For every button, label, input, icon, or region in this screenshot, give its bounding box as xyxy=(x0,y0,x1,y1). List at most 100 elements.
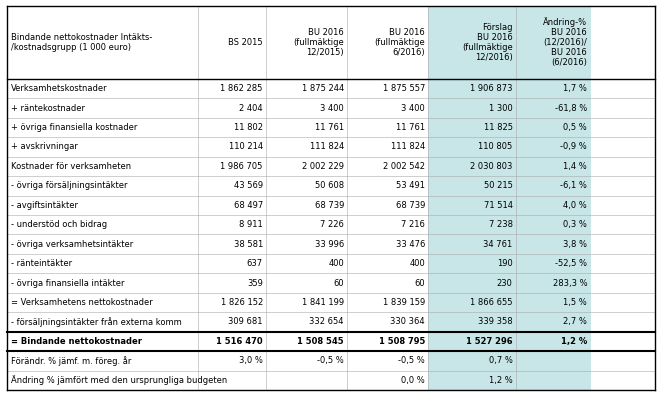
Text: 1 862 285: 1 862 285 xyxy=(220,84,263,93)
Text: Verksamhetskostnader: Verksamhetskostnader xyxy=(11,84,107,93)
Text: - försäljningsintäkter från externa komm: - försäljningsintäkter från externa komm xyxy=(11,317,181,327)
Text: 190: 190 xyxy=(497,259,512,268)
Text: 68 739: 68 739 xyxy=(314,201,344,210)
Text: 1 986 705: 1 986 705 xyxy=(220,162,263,171)
Text: 1,2 %: 1,2 % xyxy=(489,376,512,385)
Text: -61,8 %: -61,8 % xyxy=(555,104,587,113)
Text: BS 2015: BS 2015 xyxy=(228,38,263,47)
Text: 2 002 229: 2 002 229 xyxy=(302,162,344,171)
Text: 50 608: 50 608 xyxy=(315,181,344,190)
Text: 332 654: 332 654 xyxy=(309,318,344,327)
Text: 0,5 %: 0,5 % xyxy=(563,123,587,132)
Text: 7 216: 7 216 xyxy=(401,220,425,229)
Text: - övriga försäljningsintäkter: - övriga försäljningsintäkter xyxy=(11,181,127,190)
Text: 1 839 159: 1 839 159 xyxy=(383,298,425,307)
Text: 4,0 %: 4,0 % xyxy=(563,201,587,210)
Text: 60: 60 xyxy=(414,279,425,288)
Text: 38 581: 38 581 xyxy=(234,240,263,249)
Text: 1,2 %: 1,2 % xyxy=(561,337,587,346)
Text: 0,7 %: 0,7 % xyxy=(489,357,512,365)
Text: 68 739: 68 739 xyxy=(396,201,425,210)
Text: 1 508 545: 1 508 545 xyxy=(297,337,344,346)
Text: - understöd och bidrag: - understöd och bidrag xyxy=(11,220,107,229)
Text: BU 2016
(fullmäktige
6/2016): BU 2016 (fullmäktige 6/2016) xyxy=(374,28,425,57)
Text: 3,0 %: 3,0 % xyxy=(239,357,263,365)
Text: 3 400: 3 400 xyxy=(320,104,344,113)
Text: Ändring-%
BU 2016
(12/2016)/
BU 2016
(6/2016): Ändring-% BU 2016 (12/2016)/ BU 2016 (6/… xyxy=(543,17,587,67)
Text: + avskrivningar: + avskrivningar xyxy=(11,142,77,151)
Text: 1 906 873: 1 906 873 xyxy=(470,84,512,93)
Text: 111 824: 111 824 xyxy=(310,142,344,151)
Text: 1 516 470: 1 516 470 xyxy=(216,337,263,346)
Text: 1 300: 1 300 xyxy=(489,104,512,113)
Text: - ränteintäkter: - ränteintäkter xyxy=(11,259,71,268)
Text: = Bindande nettokostnader: = Bindande nettokostnader xyxy=(11,337,142,346)
Text: 400: 400 xyxy=(409,259,425,268)
Text: 7 238: 7 238 xyxy=(489,220,512,229)
Text: 1 527 296: 1 527 296 xyxy=(466,337,512,346)
Bar xyxy=(516,6,591,390)
Text: 330 364: 330 364 xyxy=(391,318,425,327)
Text: Ändring % jämfört med den ursprungliga budgeten: Ändring % jämfört med den ursprungliga b… xyxy=(11,375,227,385)
Text: 11 761: 11 761 xyxy=(315,123,344,132)
Text: Bindande nettokostnader Intäkts-
/kostnadsgrupp (1 000 euro): Bindande nettokostnader Intäkts- /kostna… xyxy=(11,33,152,52)
Text: Förändr. % jämf. m. föreg. år: Förändr. % jämf. m. föreg. år xyxy=(11,356,131,366)
Text: 11 802: 11 802 xyxy=(234,123,263,132)
Text: -0,9 %: -0,9 % xyxy=(561,142,587,151)
Text: 1 875 244: 1 875 244 xyxy=(302,84,344,93)
Text: 1,7 %: 1,7 % xyxy=(563,84,587,93)
Text: 3 400: 3 400 xyxy=(401,104,425,113)
Text: 339 358: 339 358 xyxy=(478,318,512,327)
Text: 1 826 152: 1 826 152 xyxy=(220,298,263,307)
Text: 33 476: 33 476 xyxy=(396,240,425,249)
Bar xyxy=(428,6,516,390)
Text: 3,8 %: 3,8 % xyxy=(563,240,587,249)
Text: Kostnader för verksamheten: Kostnader för verksamheten xyxy=(11,162,130,171)
Text: 33 996: 33 996 xyxy=(314,240,344,249)
Text: 0,3 %: 0,3 % xyxy=(563,220,587,229)
Text: 1 508 795: 1 508 795 xyxy=(379,337,425,346)
Text: + räntekostnader: + räntekostnader xyxy=(11,104,85,113)
Text: 283,3 %: 283,3 % xyxy=(553,279,587,288)
Text: 2 002 542: 2 002 542 xyxy=(383,162,425,171)
Text: -0,5 %: -0,5 % xyxy=(317,357,344,365)
Text: 110 214: 110 214 xyxy=(228,142,263,151)
Text: - avgiftsintäkter: - avgiftsintäkter xyxy=(11,201,77,210)
Text: 11 825: 11 825 xyxy=(483,123,512,132)
Text: = Verksamhetens nettokostnader: = Verksamhetens nettokostnader xyxy=(11,298,152,307)
Text: 60: 60 xyxy=(333,279,344,288)
Text: 11 761: 11 761 xyxy=(396,123,425,132)
Text: 230: 230 xyxy=(496,279,512,288)
Text: 53 491: 53 491 xyxy=(396,181,425,190)
Text: 68 497: 68 497 xyxy=(234,201,263,210)
Text: 359: 359 xyxy=(247,279,263,288)
Text: 43 569: 43 569 xyxy=(234,181,263,190)
Text: 34 761: 34 761 xyxy=(483,240,512,249)
Text: -52,5 %: -52,5 % xyxy=(555,259,587,268)
Text: - övriga verksamhetsintäkter: - övriga verksamhetsintäkter xyxy=(11,240,133,249)
Text: 1 875 557: 1 875 557 xyxy=(383,84,425,93)
Text: 0,0 %: 0,0 % xyxy=(401,376,425,385)
Text: 2 030 803: 2 030 803 xyxy=(470,162,512,171)
Text: 1 841 199: 1 841 199 xyxy=(302,298,344,307)
Text: 637: 637 xyxy=(247,259,263,268)
Text: 8 911: 8 911 xyxy=(239,220,263,229)
Text: 111 824: 111 824 xyxy=(391,142,425,151)
Text: 309 681: 309 681 xyxy=(228,318,263,327)
Text: 1 866 655: 1 866 655 xyxy=(470,298,512,307)
Text: 2,7 %: 2,7 % xyxy=(563,318,587,327)
Text: -0,5 %: -0,5 % xyxy=(399,357,425,365)
Text: 71 514: 71 514 xyxy=(483,201,512,210)
Text: -6,1 %: -6,1 % xyxy=(560,181,587,190)
Text: 1,4 %: 1,4 % xyxy=(563,162,587,171)
Text: + övriga finansiella kostnader: + övriga finansiella kostnader xyxy=(11,123,137,132)
Text: 2 404: 2 404 xyxy=(239,104,263,113)
Text: 400: 400 xyxy=(328,259,344,268)
Text: 7 226: 7 226 xyxy=(320,220,344,229)
Text: BU 2016
(fullmäktige
12/2015): BU 2016 (fullmäktige 12/2015) xyxy=(293,28,344,57)
Text: Förslag
BU 2016
(fullmäktige
12/2016): Förslag BU 2016 (fullmäktige 12/2016) xyxy=(462,23,512,62)
Text: 50 215: 50 215 xyxy=(484,181,512,190)
Text: - övriga finansiella intäkter: - övriga finansiella intäkter xyxy=(11,279,124,288)
Text: 1,5 %: 1,5 % xyxy=(563,298,587,307)
Text: 110 805: 110 805 xyxy=(479,142,512,151)
